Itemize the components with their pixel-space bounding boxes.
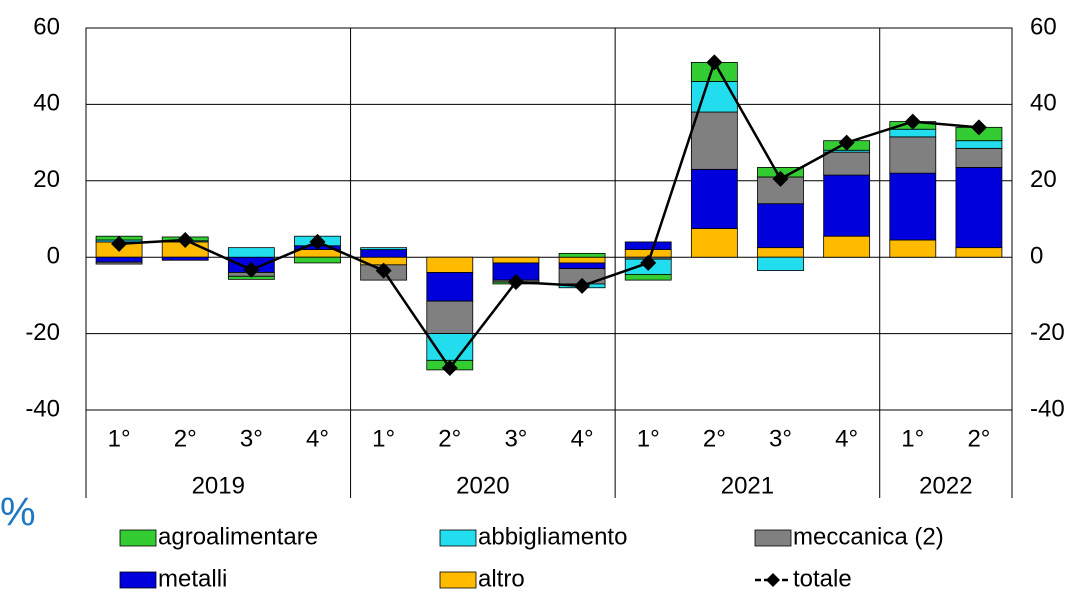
legend-label: metalli	[158, 565, 227, 592]
bar-segment	[757, 247, 804, 258]
bar-segment	[492, 256, 540, 264]
bar-segment	[955, 140, 1003, 149]
x-tick-label: 4°	[571, 425, 594, 452]
total-marker	[574, 277, 591, 294]
group-label: 2022	[919, 472, 972, 499]
y2-tick-label: -40	[1030, 395, 1065, 422]
bar-segment	[95, 256, 143, 263]
bar-segment	[558, 252, 606, 258]
bar-segment	[889, 239, 937, 258]
x-tick-label: 4°	[306, 425, 329, 452]
bar-segment	[360, 247, 408, 250]
bar-segment	[558, 256, 606, 264]
bar-segment	[360, 249, 408, 258]
legend-label: altro	[478, 565, 525, 592]
total-marker	[507, 274, 524, 291]
y2-tick-label: 40	[1030, 90, 1057, 117]
y2-tick-label: 20	[1030, 166, 1057, 193]
bar-segment	[690, 168, 738, 229]
total-marker	[640, 254, 657, 271]
y2-tick-label: 60	[1030, 13, 1057, 40]
legend-swatch	[119, 529, 157, 547]
total-line	[118, 59, 980, 371]
legend-swatch	[439, 571, 477, 589]
bar-segment	[95, 261, 143, 265]
bar-segment	[624, 273, 672, 281]
y-tick-label: 20	[33, 166, 60, 193]
bar-segment	[889, 172, 937, 241]
group-label: 2020	[456, 472, 509, 499]
total-marker	[177, 232, 194, 249]
x-tick-label: 3°	[240, 425, 263, 452]
legend-label: totale	[793, 565, 852, 592]
y-tick-label: 40	[33, 90, 60, 117]
total-marker	[309, 233, 326, 250]
x-tick-label: 2°	[967, 425, 990, 452]
total-marker	[441, 359, 458, 376]
bar-segment	[823, 151, 871, 176]
x-tick-label: 1°	[901, 425, 924, 452]
x-tick-label: 2°	[703, 425, 726, 452]
bar-segment	[426, 272, 474, 302]
bar-segment	[426, 300, 474, 335]
x-tick-label: 4°	[835, 425, 858, 452]
bar-segment	[955, 167, 1003, 249]
bar-segment	[955, 147, 1003, 168]
total-marker	[111, 235, 128, 252]
bar-segment	[889, 128, 937, 138]
legend-label: abbigliamento	[478, 523, 627, 550]
bar-segment	[624, 241, 672, 250]
legend-label: agroalimentare	[158, 523, 318, 550]
bar-segment	[294, 256, 341, 264]
y-tick-label: -40	[25, 395, 60, 422]
x-tick-label: 2°	[174, 425, 197, 452]
legend-label: meccanica (2)	[793, 523, 944, 550]
bar-segment	[889, 136, 937, 174]
x-tick-label: 1°	[637, 425, 660, 452]
legend-swatch	[754, 529, 792, 547]
x-tick-label: 3°	[769, 425, 792, 452]
y-tick-label: 0	[47, 243, 60, 270]
group-label: 2021	[721, 472, 774, 499]
x-tick-label: 2°	[438, 425, 461, 452]
bar-segment	[161, 256, 209, 261]
legend-swatch	[119, 571, 157, 589]
bar-segment	[823, 235, 871, 258]
bar-segment	[955, 247, 1003, 258]
bar-segment	[690, 111, 738, 170]
x-tick-label: 1°	[108, 425, 131, 452]
total-marker	[243, 261, 260, 278]
bar-segment	[558, 262, 606, 270]
plot-frame	[85, 27, 1013, 411]
x-tick-label: 3°	[504, 425, 527, 452]
total-marker	[904, 113, 921, 130]
bar-segment	[690, 228, 738, 258]
y2-tick-label: 0	[1030, 243, 1043, 270]
total-marker	[706, 54, 723, 71]
legend-marker	[766, 573, 780, 587]
x-tick-label: 1°	[372, 425, 395, 452]
bar-segment	[757, 203, 804, 249]
y-tick-label: -20	[25, 319, 60, 346]
total-marker	[970, 119, 987, 136]
bar-segment	[227, 247, 275, 258]
total-marker	[375, 262, 392, 279]
y-tick-label: 60	[33, 13, 60, 40]
total-marker	[772, 170, 789, 187]
total-marker	[838, 134, 855, 151]
y-axis-label: %	[0, 491, 36, 535]
group-label: 2019	[192, 472, 245, 499]
bar-segment	[823, 174, 871, 237]
legend-swatch	[439, 529, 477, 547]
bar-segment	[294, 249, 341, 258]
bar-segment	[690, 81, 738, 113]
bar-segment	[757, 256, 804, 271]
y2-tick-label: -20	[1030, 319, 1065, 346]
bar-segment	[426, 256, 474, 273]
